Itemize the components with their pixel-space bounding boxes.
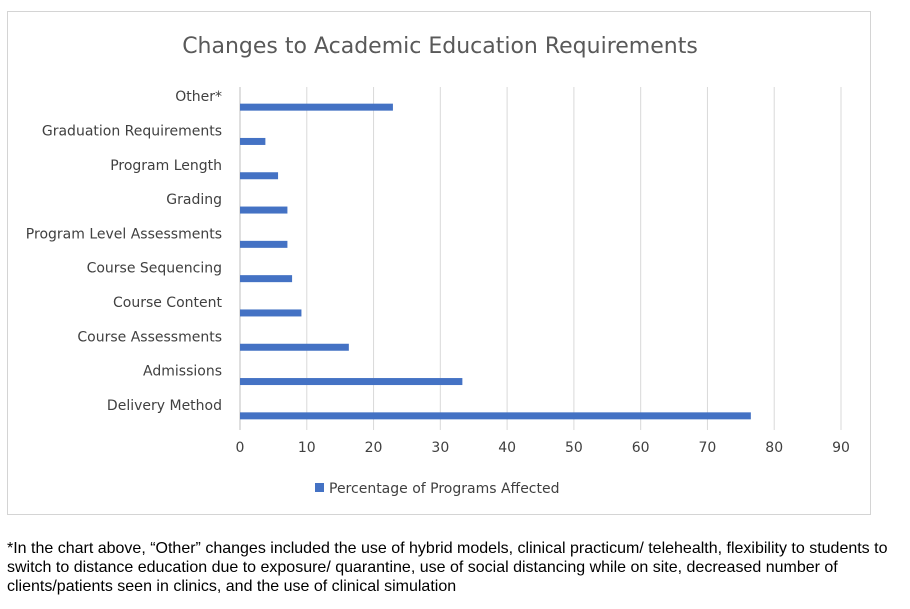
legend: Percentage of Programs Affected bbox=[315, 481, 560, 497]
bar bbox=[240, 172, 279, 180]
bar bbox=[240, 137, 266, 145]
bars bbox=[240, 103, 751, 420]
bar bbox=[240, 412, 751, 420]
bar bbox=[240, 240, 288, 248]
chart-area: Changes to Academic Education Requiremen… bbox=[7, 11, 871, 515]
bar bbox=[240, 309, 302, 317]
category-label: Other* bbox=[175, 89, 222, 105]
category-label: Program Level Assessments bbox=[26, 226, 222, 242]
x-tick-label: 30 bbox=[431, 440, 449, 456]
legend-label: Percentage of Programs Affected bbox=[329, 481, 560, 497]
category-label: Admissions bbox=[143, 364, 222, 380]
x-tick-label: 80 bbox=[765, 440, 783, 456]
x-tick-label: 20 bbox=[365, 440, 383, 456]
x-tick-label: 60 bbox=[632, 440, 650, 456]
footnote: *In the chart above, “Other” changes inc… bbox=[7, 540, 888, 595]
chart-title: Changes to Academic Education Requiremen… bbox=[182, 34, 698, 59]
legend-swatch bbox=[315, 483, 324, 492]
x-tick-label: 90 bbox=[832, 440, 850, 456]
bar-chart: Changes to Academic Education Requiremen… bbox=[26, 34, 850, 497]
bar bbox=[240, 343, 349, 351]
bar bbox=[240, 103, 393, 111]
category-label: Delivery Method bbox=[107, 398, 222, 414]
category-label: Graduation Requirements bbox=[42, 123, 222, 139]
category-labels: Delivery Method Admissions Course Assessme… bbox=[26, 89, 223, 414]
bar bbox=[240, 378, 463, 386]
x-tick-label: 70 bbox=[699, 440, 717, 456]
x-tick-labels: 0 10 20 30 40 50 60 70 80 90 bbox=[236, 440, 850, 456]
category-label: Grading bbox=[166, 192, 222, 208]
x-tick-label: 40 bbox=[498, 440, 516, 456]
category-label: Course Assessments bbox=[77, 329, 222, 345]
bar bbox=[240, 275, 293, 283]
x-tick-label: 50 bbox=[565, 440, 583, 456]
category-label: Course Sequencing bbox=[87, 261, 222, 277]
x-tick-label: 10 bbox=[298, 440, 316, 456]
gridlines bbox=[239, 87, 842, 430]
category-label: Program Length bbox=[110, 158, 222, 174]
x-tick-label: 0 bbox=[236, 440, 245, 456]
bar bbox=[240, 206, 288, 214]
category-label: Course Content bbox=[113, 295, 223, 311]
